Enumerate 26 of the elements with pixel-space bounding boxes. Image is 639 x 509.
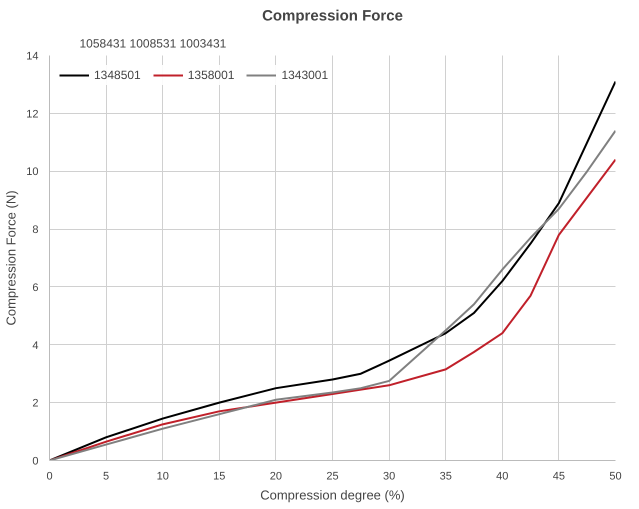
chart-title: Compression Force <box>262 8 403 24</box>
x-tick-label: 25 <box>326 470 339 482</box>
x-tick-label: 0 <box>46 470 53 482</box>
x-tick-label: 40 <box>496 470 508 482</box>
y-tick-label: 14 <box>26 50 39 62</box>
x-tick-label: 5 <box>103 470 110 482</box>
legend-label: 1343001 <box>281 68 328 82</box>
text: 1058431 1008531 1003431 <box>80 36 226 50</box>
x-tick-label: 30 <box>382 470 396 482</box>
y-tick-label: 0 <box>32 456 39 468</box>
legend-label: 1358001 <box>188 68 234 82</box>
y-tick-label: 8 <box>32 224 39 236</box>
y-tick-label: 4 <box>32 340 39 352</box>
x-tick-label: 35 <box>440 470 452 482</box>
x-tick-label: 15 <box>213 470 226 482</box>
y-tick-label: 6 <box>32 282 39 294</box>
y-axis-title: Compression Force (N) <box>3 190 18 326</box>
x-tick-label: 10 <box>156 470 169 482</box>
legend-label: 1348501 <box>94 68 141 82</box>
y-tick-label: 12 <box>26 108 39 120</box>
y-tick-label: 10 <box>26 166 39 178</box>
x-tick-label: 50 <box>609 470 622 482</box>
x-axis-title: Compression degree (%) <box>260 488 405 502</box>
x-tick-label: 45 <box>552 470 566 482</box>
x-tick-label: 20 <box>270 470 282 482</box>
y-tick-label: 2 <box>32 398 39 410</box>
